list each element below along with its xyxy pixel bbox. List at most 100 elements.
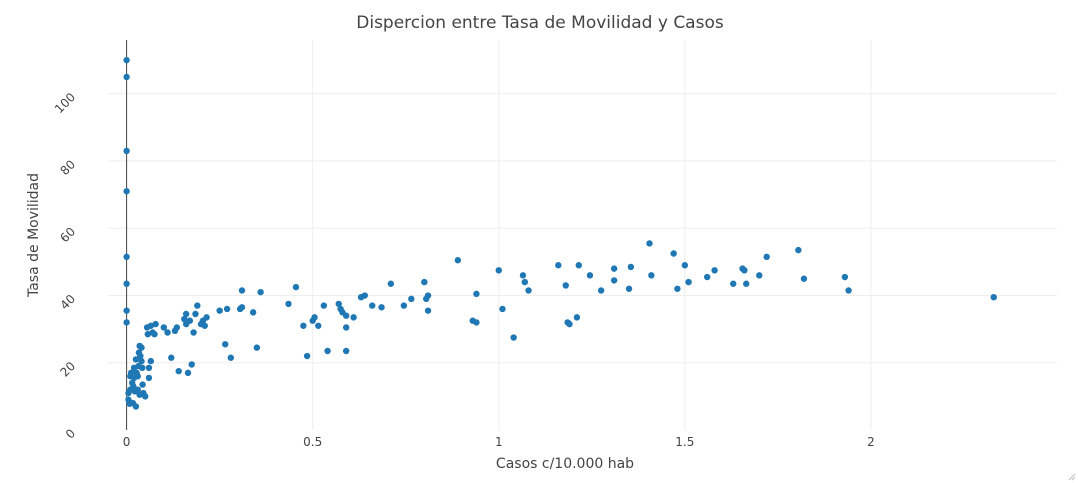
- data-point[interactable]: [123, 280, 130, 287]
- data-point[interactable]: [361, 292, 368, 299]
- data-point[interactable]: [841, 273, 849, 281]
- data-point[interactable]: [223, 305, 231, 313]
- data-point[interactable]: [519, 272, 527, 279]
- data-point[interactable]: [681, 262, 689, 269]
- data-point[interactable]: [137, 352, 144, 360]
- data-point[interactable]: [300, 322, 307, 329]
- data-point[interactable]: [674, 285, 681, 292]
- data-point[interactable]: [168, 354, 175, 361]
- data-point[interactable]: [123, 147, 130, 155]
- data-point[interactable]: [521, 278, 529, 286]
- data-point[interactable]: [566, 320, 573, 328]
- data-point[interactable]: [186, 317, 194, 324]
- data-point[interactable]: [164, 329, 171, 336]
- data-point[interactable]: [315, 322, 322, 329]
- data-point[interactable]: [138, 357, 145, 365]
- data-point[interactable]: [147, 322, 154, 329]
- data-point[interactable]: [597, 287, 605, 294]
- data-point[interactable]: [188, 361, 195, 368]
- data-point[interactable]: [756, 272, 763, 279]
- data-point[interactable]: [763, 253, 770, 261]
- data-point[interactable]: [123, 56, 130, 64]
- data-point[interactable]: [194, 302, 201, 309]
- data-point[interactable]: [123, 188, 130, 195]
- data-point[interactable]: [990, 293, 997, 301]
- data-point[interactable]: [342, 312, 350, 319]
- data-point[interactable]: [181, 315, 188, 323]
- data-point[interactable]: [238, 304, 246, 311]
- data-point[interactable]: [324, 347, 331, 355]
- data-point[interactable]: [203, 314, 210, 321]
- data-point[interactable]: [123, 73, 130, 81]
- data-point[interactable]: [400, 302, 408, 309]
- data-point[interactable]: [123, 319, 130, 326]
- data-point[interactable]: [610, 265, 618, 272]
- data-point[interactable]: [378, 304, 385, 311]
- data-point[interactable]: [222, 341, 229, 348]
- data-point[interactable]: [573, 314, 581, 321]
- data-point[interactable]: [473, 290, 480, 298]
- data-point[interactable]: [495, 267, 502, 274]
- data-point[interactable]: [139, 364, 146, 372]
- data-point[interactable]: [562, 282, 569, 289]
- data-point[interactable]: [610, 277, 618, 284]
- data-point[interactable]: [510, 334, 517, 341]
- data-point[interactable]: [134, 373, 141, 380]
- data-point[interactable]: [424, 307, 432, 314]
- data-point[interactable]: [342, 347, 350, 355]
- data-point[interactable]: [132, 403, 140, 410]
- data-point[interactable]: [142, 393, 149, 400]
- data-point[interactable]: [130, 383, 137, 390]
- data-point[interactable]: [134, 386, 141, 393]
- data-point[interactable]: [685, 278, 692, 286]
- data-points[interactable]: [123, 56, 997, 410]
- data-point[interactable]: [152, 320, 159, 328]
- data-point[interactable]: [730, 280, 737, 287]
- data-point[interactable]: [369, 302, 376, 309]
- data-point[interactable]: [408, 295, 415, 303]
- data-point[interactable]: [160, 324, 168, 331]
- data-point[interactable]: [311, 314, 318, 321]
- data-point[interactable]: [800, 275, 808, 282]
- data-point[interactable]: [795, 246, 802, 254]
- data-point[interactable]: [139, 381, 146, 388]
- data-point[interactable]: [147, 357, 154, 365]
- data-point[interactable]: [201, 322, 208, 329]
- data-point[interactable]: [145, 364, 153, 372]
- data-point[interactable]: [741, 267, 748, 274]
- data-point[interactable]: [145, 374, 153, 382]
- data-point[interactable]: [646, 240, 653, 247]
- data-point[interactable]: [123, 253, 130, 261]
- data-point[interactable]: [703, 273, 711, 281]
- data-point[interactable]: [192, 310, 199, 318]
- data-point[interactable]: [454, 257, 462, 264]
- data-point[interactable]: [303, 352, 311, 360]
- data-point[interactable]: [175, 367, 182, 375]
- data-point[interactable]: [285, 300, 292, 308]
- data-point[interactable]: [575, 262, 582, 269]
- data-point[interactable]: [387, 280, 395, 287]
- data-point[interactable]: [499, 305, 506, 313]
- data-point[interactable]: [138, 344, 145, 351]
- data-point[interactable]: [525, 287, 532, 294]
- data-point[interactable]: [586, 272, 594, 279]
- data-point[interactable]: [173, 324, 181, 331]
- data-point[interactable]: [257, 288, 264, 296]
- data-point[interactable]: [648, 272, 655, 279]
- data-point[interactable]: [253, 344, 261, 351]
- data-point[interactable]: [342, 324, 350, 331]
- data-point[interactable]: [350, 314, 357, 321]
- data-point[interactable]: [216, 307, 223, 314]
- data-point[interactable]: [625, 285, 633, 292]
- data-point[interactable]: [421, 278, 428, 286]
- data-point[interactable]: [320, 302, 328, 309]
- data-point[interactable]: [335, 300, 342, 308]
- data-point[interactable]: [555, 262, 562, 269]
- data-point[interactable]: [711, 267, 718, 274]
- data-point[interactable]: [627, 263, 635, 271]
- data-point[interactable]: [238, 287, 246, 294]
- data-point[interactable]: [184, 369, 192, 377]
- data-point[interactable]: [151, 330, 158, 338]
- data-point[interactable]: [190, 329, 197, 336]
- data-point[interactable]: [249, 309, 257, 316]
